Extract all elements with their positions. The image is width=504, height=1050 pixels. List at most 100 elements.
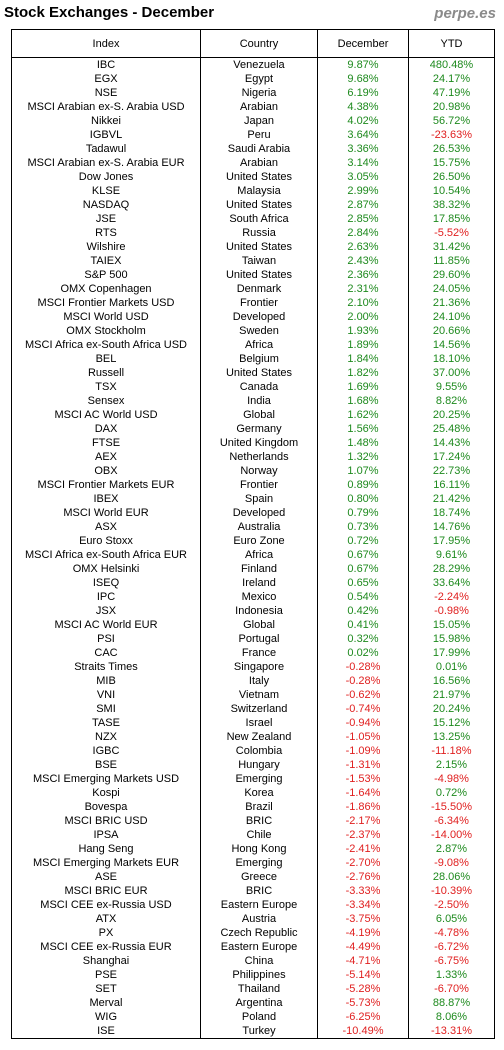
index-cell: Shanghai bbox=[11, 954, 201, 968]
ytd-cell: -2.50% bbox=[408, 898, 495, 912]
december-cell: 2.36% bbox=[317, 268, 409, 282]
table-header-row: Index Country December YTD bbox=[11, 29, 495, 58]
december-cell: 0.02% bbox=[317, 646, 409, 660]
country-cell: United States bbox=[200, 240, 318, 254]
table-row: DAX Germany 1.56% 25.48% bbox=[11, 422, 495, 436]
country-cell: Ireland bbox=[200, 576, 318, 590]
december-cell: 0.89% bbox=[317, 478, 409, 492]
column-header-country: Country bbox=[200, 29, 318, 58]
ytd-cell: 20.24% bbox=[408, 702, 495, 716]
index-cell: Sensex bbox=[11, 394, 201, 408]
index-cell: PX bbox=[11, 926, 201, 940]
december-cell: 1.48% bbox=[317, 436, 409, 450]
table-row: S&P 500 United States 2.36% 29.60% bbox=[11, 268, 495, 282]
december-cell: 3.14% bbox=[317, 156, 409, 170]
stock-exchanges-table: Index Country December YTD IBC Venezuela 9… bbox=[11, 29, 495, 1039]
country-cell: Mexico bbox=[200, 590, 318, 604]
table-row: IPSA Chile -2.37% -14.00% bbox=[11, 828, 495, 842]
ytd-cell: 9.55% bbox=[408, 380, 495, 394]
index-cell: PSE bbox=[11, 968, 201, 982]
index-cell: OMX Stockholm bbox=[11, 324, 201, 338]
country-cell: Australia bbox=[200, 520, 318, 534]
index-cell: RTS bbox=[11, 226, 201, 240]
index-cell: ISEQ bbox=[11, 576, 201, 590]
table-row: MSCI Emerging Markets USD Emerging -1.53% -… bbox=[11, 772, 495, 786]
ytd-cell: 24.17% bbox=[408, 72, 495, 86]
ytd-cell: 28.06% bbox=[408, 870, 495, 884]
table-row: OMX Stockholm Sweden 1.93% 20.66% bbox=[11, 324, 495, 338]
table-row: Sensex India 1.68% 8.82% bbox=[11, 394, 495, 408]
december-cell: 0.73% bbox=[317, 520, 409, 534]
ytd-cell: -11.18% bbox=[408, 744, 495, 758]
table-row: Shanghai China -4.71% -6.75% bbox=[11, 954, 495, 968]
country-cell: Austria bbox=[200, 912, 318, 926]
table-row: Euro Stoxx Euro Zone 0.72% 17.95% bbox=[11, 534, 495, 548]
ytd-cell: 480.48% bbox=[408, 57, 495, 72]
country-cell: South Africa bbox=[200, 212, 318, 226]
country-cell: Hong Kong bbox=[200, 842, 318, 856]
december-cell: 0.65% bbox=[317, 576, 409, 590]
index-cell: SET bbox=[11, 982, 201, 996]
table-row: Wilshire United States 2.63% 31.42% bbox=[11, 240, 495, 254]
table-row: MSCI Frontier Markets USD Frontier 2.10% 21… bbox=[11, 296, 495, 310]
country-cell: Emerging bbox=[200, 772, 318, 786]
index-cell: SMI bbox=[11, 702, 201, 716]
december-cell: 0.67% bbox=[317, 548, 409, 562]
ytd-cell: -6.34% bbox=[408, 814, 495, 828]
country-cell: Indonesia bbox=[200, 604, 318, 618]
december-cell: 0.72% bbox=[317, 534, 409, 548]
ytd-cell: 8.06% bbox=[408, 1010, 495, 1024]
country-cell: Norway bbox=[200, 464, 318, 478]
december-cell: 2.31% bbox=[317, 282, 409, 296]
country-cell: Turkey bbox=[200, 1024, 318, 1039]
index-cell: JSE bbox=[11, 212, 201, 226]
index-cell: NZX bbox=[11, 730, 201, 744]
country-cell: Thailand bbox=[200, 982, 318, 996]
december-cell: -3.75% bbox=[317, 912, 409, 926]
table-row: BEL Belgium 1.84% 18.10% bbox=[11, 352, 495, 366]
index-cell: IBC bbox=[11, 57, 201, 72]
december-cell: -6.25% bbox=[317, 1010, 409, 1024]
country-cell: Nigeria bbox=[200, 86, 318, 100]
ytd-cell: 25.48% bbox=[408, 422, 495, 436]
country-cell: Czech Republic bbox=[200, 926, 318, 940]
country-cell: United States bbox=[200, 268, 318, 282]
december-cell: -2.70% bbox=[317, 856, 409, 870]
country-cell: Eastern Europe bbox=[200, 940, 318, 954]
index-cell: MSCI Emerging Markets EUR bbox=[11, 856, 201, 870]
country-cell: China bbox=[200, 954, 318, 968]
ytd-cell: -6.72% bbox=[408, 940, 495, 954]
december-cell: 0.80% bbox=[317, 492, 409, 506]
ytd-cell: 15.05% bbox=[408, 618, 495, 632]
index-cell: MSCI Africa ex-South Africa USD bbox=[11, 338, 201, 352]
index-cell: EGX bbox=[11, 72, 201, 86]
december-cell: 2.10% bbox=[317, 296, 409, 310]
index-cell: BEL bbox=[11, 352, 201, 366]
ytd-cell: 17.99% bbox=[408, 646, 495, 660]
ytd-cell: -4.98% bbox=[408, 772, 495, 786]
table-row: IBC Venezuela 9.87% 480.48% bbox=[11, 57, 495, 72]
table-row: IGBVL Peru 3.64% -23.63% bbox=[11, 128, 495, 142]
index-cell: IPSA bbox=[11, 828, 201, 842]
ytd-cell: 20.66% bbox=[408, 324, 495, 338]
country-cell: Hungary bbox=[200, 758, 318, 772]
country-cell: Greece bbox=[200, 870, 318, 884]
table-row: NSE Nigeria 6.19% 47.19% bbox=[11, 86, 495, 100]
index-cell: TAIEX bbox=[11, 254, 201, 268]
country-cell: Arabian bbox=[200, 156, 318, 170]
ytd-cell: 17.24% bbox=[408, 450, 495, 464]
december-cell: 2.87% bbox=[317, 198, 409, 212]
december-cell: 0.41% bbox=[317, 618, 409, 632]
table-row: TAIEX Taiwan 2.43% 11.85% bbox=[11, 254, 495, 268]
ytd-cell: 6.05% bbox=[408, 912, 495, 926]
table-row: MSCI Frontier Markets EUR Frontier 0.89% 16… bbox=[11, 478, 495, 492]
column-header-ytd: YTD bbox=[408, 29, 495, 58]
country-cell: Canada bbox=[200, 380, 318, 394]
december-cell: 1.68% bbox=[317, 394, 409, 408]
index-cell: Kospi bbox=[11, 786, 201, 800]
site-watermark: perpe.es bbox=[434, 5, 496, 22]
country-cell: Arabian bbox=[200, 100, 318, 114]
ytd-cell: -9.08% bbox=[408, 856, 495, 870]
december-cell: 1.93% bbox=[317, 324, 409, 338]
ytd-cell: 56.72% bbox=[408, 114, 495, 128]
